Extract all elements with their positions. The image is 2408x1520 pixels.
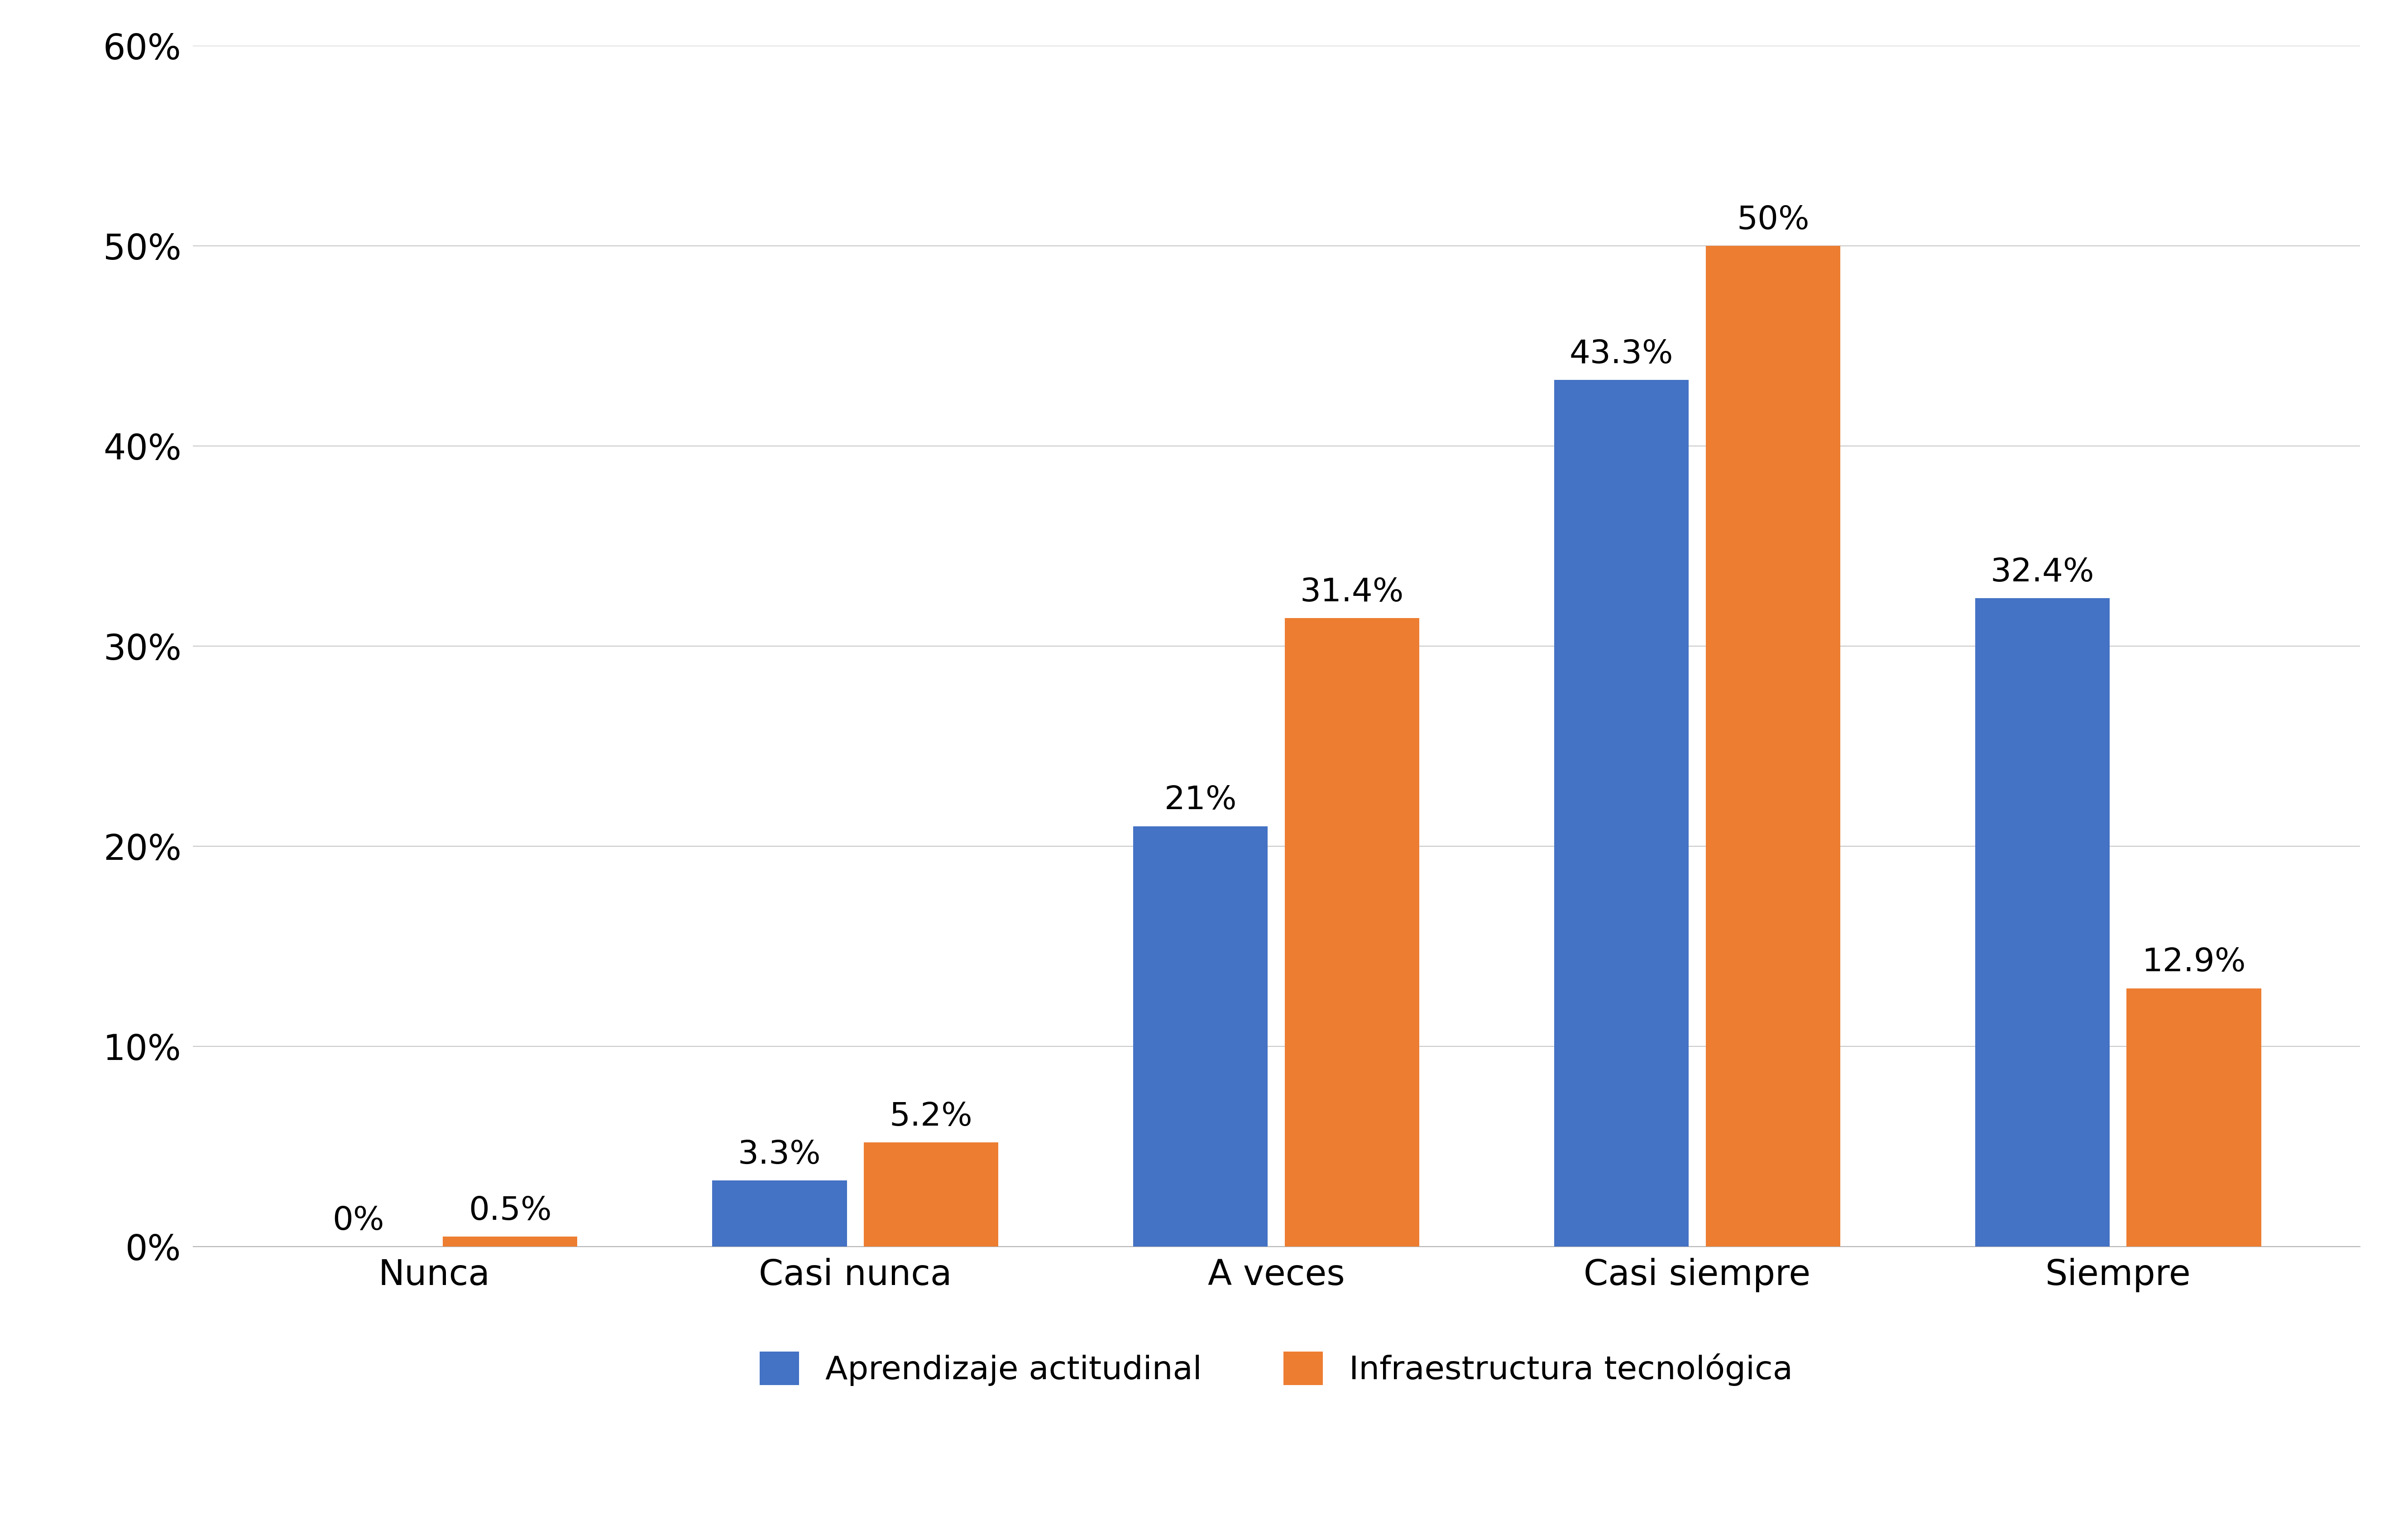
Bar: [1975, 597, 2109, 1246]
Text: 12.9%: 12.9%: [2143, 947, 2247, 979]
Bar: [2126, 988, 2261, 1246]
Text: 0%: 0%: [332, 1205, 385, 1236]
Text: 3.3%: 3.3%: [737, 1138, 821, 1170]
Text: 0.5%: 0.5%: [470, 1195, 551, 1227]
Text: 50%: 50%: [1736, 205, 1808, 236]
Bar: [864, 1143, 999, 1246]
Legend: Aprendizaje actitudinal, Infraestructura tecnológica: Aprendizaje actitudinal, Infraestructura…: [761, 1351, 1792, 1386]
Text: 43.3%: 43.3%: [1570, 339, 1674, 369]
Bar: [713, 1181, 848, 1246]
Bar: [1283, 619, 1418, 1246]
Text: 31.4%: 31.4%: [1300, 576, 1404, 608]
Bar: [1134, 827, 1269, 1246]
Text: 21%: 21%: [1163, 784, 1238, 816]
Text: 32.4%: 32.4%: [1991, 556, 2095, 588]
Bar: [443, 1236, 578, 1246]
Bar: [1705, 246, 1840, 1246]
Bar: [1553, 380, 1688, 1246]
Text: 5.2%: 5.2%: [889, 1100, 973, 1132]
